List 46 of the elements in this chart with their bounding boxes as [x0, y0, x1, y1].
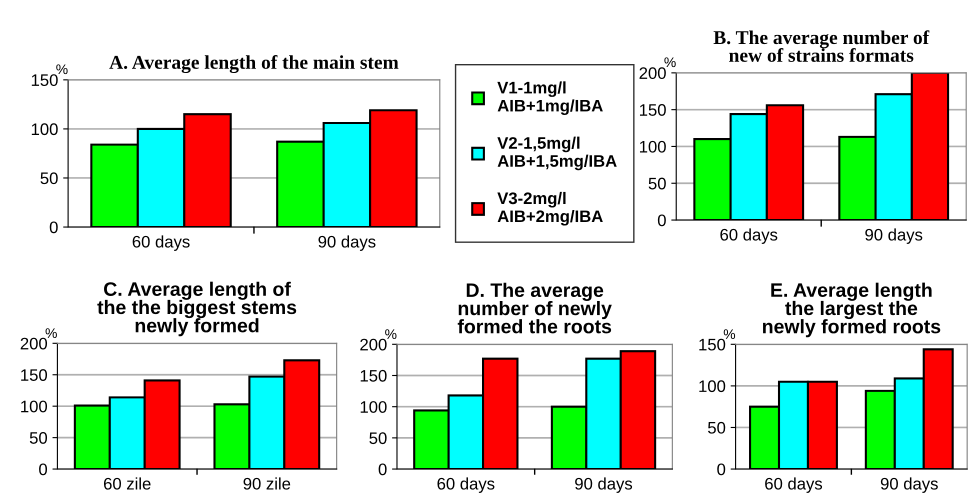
y-axis-title: % [46, 328, 57, 338]
y-tick-label: 150 [21, 369, 48, 381]
chart-title: E. Average length the largest the newly formed roots [762, 282, 940, 338]
chart-title: A. Average length of the main stem [109, 55, 398, 74]
chart-title: B. The average number of new of strains formats [714, 30, 930, 62]
x-tick-label: 90 days [575, 477, 632, 493]
x-tick-label: 60 days [437, 477, 494, 493]
legend-label: V3-2mg/l AIB+2mg/IBA [497, 192, 603, 226]
y-tick-label: 150 [640, 104, 666, 116]
x-tick-label: 90 days [880, 477, 938, 493]
x-tick-label: 90 days [865, 228, 922, 244]
y-tick-label: 50 [708, 422, 726, 434]
y-tick-label: 50 [648, 178, 666, 190]
chart-title: D. The average number of newly formed the roots [458, 282, 612, 334]
y-tick-label: 0 [50, 221, 58, 234]
y-axis-title: % [724, 329, 736, 340]
y-tick-label: 0 [717, 463, 726, 476]
legend-label: V1-1mg/l AIB+1mg/IBA [497, 81, 603, 115]
y-tick-label: 0 [378, 463, 387, 476]
y-tick-label: 0 [658, 214, 666, 226]
y-axis-title: % [385, 329, 396, 340]
y-tick-label: 100 [21, 400, 48, 412]
legend-label: V2-1,5mg/l AIB+1,5mg/IBA [497, 136, 617, 170]
y-tick-label: 200 [640, 67, 666, 80]
y-tick-label: 200 [20, 338, 48, 350]
x-tick-label: 60 days [720, 228, 778, 244]
y-tick-label: 100 [640, 140, 666, 153]
x-tick-label: 60 zile [104, 477, 151, 490]
y-tick-label: 150 [32, 74, 58, 86]
x-tick-label: 90 zile [244, 477, 290, 490]
chart-title: C. Average length of the the biggest stems newly formed [97, 282, 296, 336]
y-tick-label: 50 [30, 432, 48, 444]
y-axis-title: % [664, 57, 676, 68]
y-tick-label: 200 [360, 338, 387, 351]
y-tick-label: 50 [369, 432, 387, 444]
y-axis-title: % [56, 64, 68, 74]
y-tick-label: 100 [32, 123, 58, 136]
y-tick-label: 150 [699, 338, 726, 351]
x-tick-label: 90 days [318, 235, 376, 251]
x-tick-label: 60 days [765, 477, 822, 493]
y-tick-label: 0 [39, 463, 48, 476]
y-tick-label: 100 [360, 401, 387, 413]
x-tick-label: 60 days [132, 235, 190, 251]
y-tick-label: 100 [699, 380, 726, 392]
y-tick-label: 50 [40, 172, 58, 184]
y-tick-label: 150 [360, 370, 387, 382]
